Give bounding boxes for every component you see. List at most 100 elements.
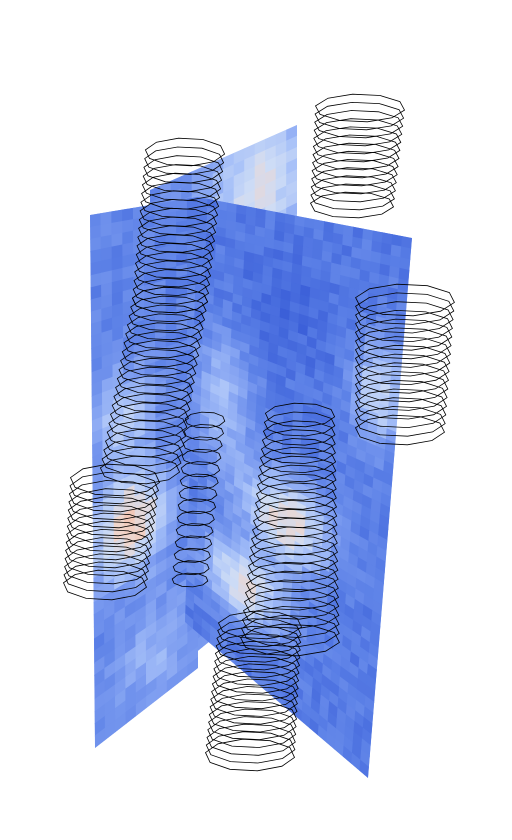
contour-top-left-ring xyxy=(138,216,217,245)
contour-center-ring xyxy=(175,523,214,539)
slice-left-voxel xyxy=(90,224,102,240)
contour-right-upper-ring xyxy=(354,318,453,351)
contour-right-upper-ring xyxy=(355,292,455,325)
contour-top-right-ring xyxy=(313,126,402,155)
contour-left-bulge-ring xyxy=(67,504,156,537)
contour-top-right-ring xyxy=(311,167,397,195)
contour-bottom-ring xyxy=(209,693,298,725)
contour-left-bulge-ring xyxy=(66,520,154,553)
contour-center-ring xyxy=(177,498,217,514)
slice-plane-right xyxy=(185,197,412,778)
contour-bottom-ring xyxy=(210,686,298,717)
contour-right-mid-ring xyxy=(261,429,336,455)
contour-center-ring xyxy=(174,535,213,551)
contour-left-bulge-ring xyxy=(66,512,155,545)
contour-top-right-ring xyxy=(312,134,401,163)
contour-right-mid-ring xyxy=(251,517,338,547)
slice-back-voxel xyxy=(286,135,297,153)
contour-top-left-ring xyxy=(141,172,222,201)
isosurface-contour-rings xyxy=(62,93,455,772)
slice-left-voxel xyxy=(100,222,113,238)
contour-top-left-ring xyxy=(142,164,223,193)
contour-top-right-ring xyxy=(314,101,405,131)
slice-left-voxel xyxy=(122,207,134,222)
contour-top-right-ring xyxy=(312,150,399,179)
contour-bottom-ring xyxy=(217,610,303,640)
contour-mid-left-ring xyxy=(106,420,187,449)
contour-right-upper-ring xyxy=(354,344,451,377)
contour-right-upper-ring xyxy=(354,362,450,394)
contour-top-right-ring xyxy=(314,110,404,139)
contour-mid-left-ring xyxy=(120,348,198,377)
contour-top-left-ring xyxy=(135,242,214,271)
slice-left-voxel xyxy=(100,211,113,226)
contour-right-mid-ring xyxy=(244,579,340,611)
contour-mid-left-ring xyxy=(126,313,204,341)
contour-center-ring xyxy=(180,461,221,478)
contour-right-upper-ring xyxy=(354,406,446,437)
contour-bottom-ring xyxy=(214,640,301,671)
contour-mid-left-ring xyxy=(123,331,201,359)
contour-right-mid-ring xyxy=(249,535,339,565)
slice-plane-left xyxy=(90,197,198,748)
contour-bottom-ring xyxy=(214,648,301,679)
contour-left-bulge-ring xyxy=(67,496,157,529)
slice-right-voxel xyxy=(359,759,370,778)
contour-mid-left-ring xyxy=(115,375,194,404)
contour-left-bulge-ring xyxy=(69,471,160,505)
contour-top-left-ring xyxy=(134,260,212,288)
contour-mid-left-ring xyxy=(121,340,200,368)
contour-right-mid-ring xyxy=(252,508,338,538)
contour-right-mid-ring xyxy=(259,446,337,474)
contour-mid-left-ring xyxy=(103,437,184,467)
contour-right-mid-ring xyxy=(263,411,336,437)
contour-right-mid-ring xyxy=(242,597,340,629)
contour-right-upper-ring xyxy=(354,336,452,368)
contour-top-right-ring xyxy=(313,118,403,147)
contour-right-mid-ring xyxy=(241,614,340,648)
contour-left-bulge-ring xyxy=(69,463,161,497)
contour-right-upper-ring xyxy=(354,397,447,429)
contour-right-mid-ring xyxy=(262,420,336,446)
contour-right-mid-ring xyxy=(258,455,337,483)
contour-left-bulge-ring xyxy=(68,480,159,513)
contour-top-right-ring xyxy=(312,142,400,171)
contour-right-upper-ring xyxy=(354,353,450,386)
slice-left-voxel xyxy=(187,635,198,655)
contour-right-upper-ring xyxy=(355,309,453,343)
contour-right-mid-ring xyxy=(243,588,340,620)
contour-bottom-ring xyxy=(212,663,300,694)
contour-left-bulge-ring xyxy=(63,561,149,593)
contour-mid-left-ring xyxy=(116,366,195,395)
contour-top-left-ring xyxy=(137,225,216,253)
contour-right-upper-ring xyxy=(354,414,446,446)
contour-bottom-ring xyxy=(216,625,302,655)
contour-right-mid-ring xyxy=(255,482,337,510)
contour-top-right-ring xyxy=(309,191,395,219)
contour-right-mid-ring xyxy=(264,402,336,428)
contour-top-left-ring xyxy=(144,137,226,167)
contour-bottom-ring xyxy=(204,738,296,772)
slice-left-voxel xyxy=(111,209,123,224)
contour-center-ring xyxy=(184,411,226,429)
contour-right-upper-ring xyxy=(354,371,449,403)
slice-left-voxel xyxy=(187,656,198,677)
contour-right-upper-ring xyxy=(355,283,455,317)
contour-top-right-ring xyxy=(310,175,396,203)
contour-top-left-ring xyxy=(133,269,211,296)
contour-right-mid-ring xyxy=(245,570,339,602)
contour-bottom-ring xyxy=(217,618,302,648)
contour-center-ring xyxy=(171,572,209,588)
contour-center-ring xyxy=(183,424,224,441)
contour-bottom-ring xyxy=(213,655,300,686)
contour-bottom-ring xyxy=(215,633,301,663)
contour-mid-left-ring xyxy=(104,429,185,458)
contour-right-upper-ring xyxy=(354,327,452,360)
contour-bottom-ring xyxy=(211,670,299,702)
contour-left-bulge-ring xyxy=(65,528,153,561)
contour-mid-left-ring xyxy=(128,304,206,332)
contour-right-upper-ring xyxy=(355,301,454,334)
contour-top-left-ring xyxy=(132,277,210,305)
contour-right-mid-ring xyxy=(254,491,338,519)
